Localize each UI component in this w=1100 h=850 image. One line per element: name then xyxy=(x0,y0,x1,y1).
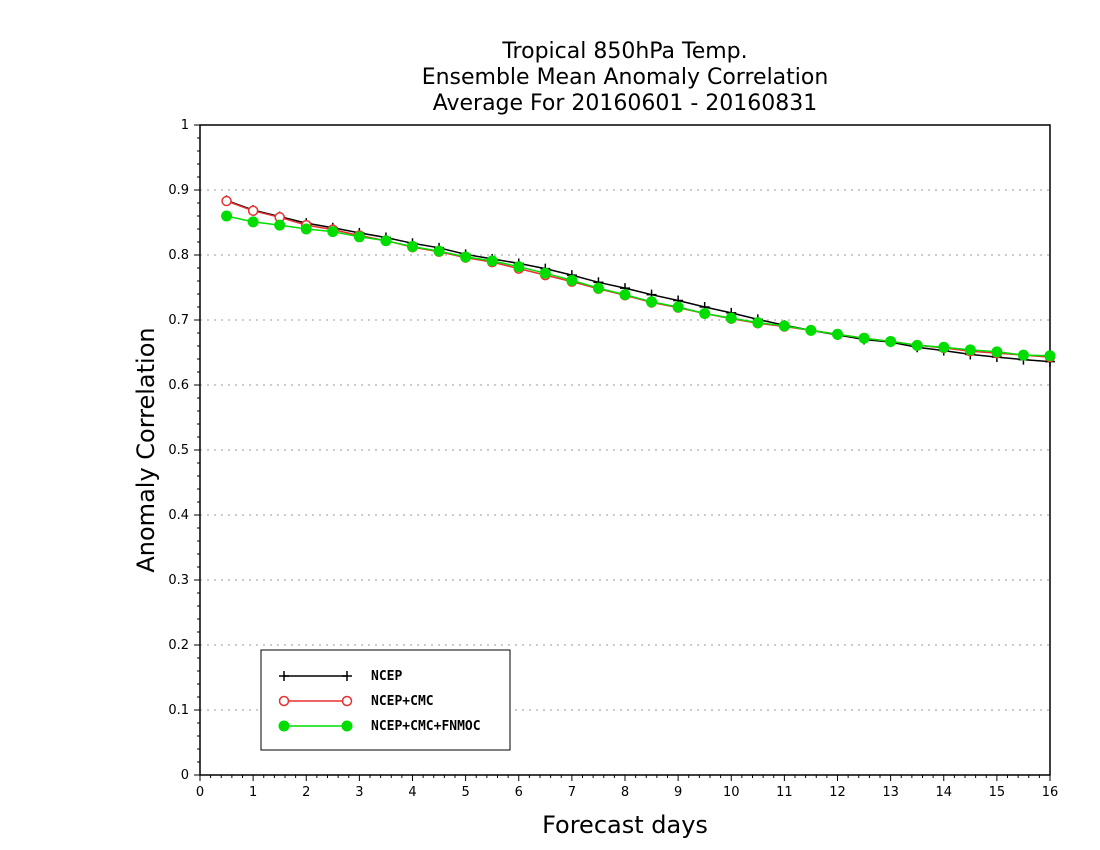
data-point xyxy=(805,324,817,336)
x-tick-label: 12 xyxy=(829,785,846,800)
chart-title: Tropical 850hPa Temp.Ensemble Mean Anoma… xyxy=(422,39,829,116)
data-point xyxy=(327,226,339,238)
x-tick-label: 10 xyxy=(723,785,740,800)
y-tick-label: 0.2 xyxy=(168,638,189,653)
data-point xyxy=(938,341,950,353)
y-tick-label: 0.9 xyxy=(168,183,189,198)
data-point xyxy=(539,267,551,279)
x-tick-label: 13 xyxy=(882,785,899,800)
series-ncep xyxy=(221,195,1055,367)
series-line xyxy=(226,199,1051,363)
data-point xyxy=(964,344,976,356)
legend-item: NCEP+CMC xyxy=(278,694,434,709)
x-tick-label: 16 xyxy=(1042,785,1059,800)
legend-label: NCEP xyxy=(371,669,402,684)
x-tick-label: 4 xyxy=(408,785,416,800)
legend-marker xyxy=(278,720,290,732)
data-point xyxy=(486,255,498,267)
data-point xyxy=(672,301,684,313)
title-line-2: Ensemble Mean Anomaly Correlation xyxy=(422,65,829,90)
data-point xyxy=(221,195,232,207)
x-tick-label: 5 xyxy=(461,785,469,800)
data-point xyxy=(353,231,365,243)
y-axis-label: Anomaly Correlation xyxy=(132,327,160,572)
data-point xyxy=(221,210,233,222)
data-point xyxy=(1017,349,1029,361)
data-point xyxy=(300,223,312,235)
x-tick-label: 6 xyxy=(515,785,523,800)
legend-marker xyxy=(342,671,352,681)
legend-marker xyxy=(341,695,353,707)
series-line xyxy=(226,215,1051,357)
x-axis-label: Forecast days xyxy=(542,811,708,839)
y-tick-label: 0.8 xyxy=(168,248,189,263)
data-point xyxy=(752,317,764,329)
legend-marker xyxy=(279,671,289,681)
data-point xyxy=(699,308,711,319)
legend-box xyxy=(260,649,511,751)
data-point xyxy=(885,335,897,347)
data-point xyxy=(433,245,445,257)
y-tick-label: 0.4 xyxy=(168,508,189,523)
legend: NCEP NCEP+CMC NCEP+CMC+FNMOC xyxy=(260,649,511,751)
data-point xyxy=(778,320,790,332)
data-point xyxy=(1044,350,1056,362)
data-point xyxy=(380,235,392,247)
legend-label: NCEP+CMC+FNMOC xyxy=(371,719,481,734)
data-point xyxy=(247,216,259,228)
x-tick-label: 9 xyxy=(674,785,682,800)
y-tick-label: 0 xyxy=(181,768,189,783)
series-ncep-cmc xyxy=(221,195,1056,363)
x-tick-label: 2 xyxy=(302,785,310,800)
legend-label: NCEP+CMC xyxy=(371,694,434,709)
x-tick-label: 8 xyxy=(621,785,629,800)
x-tick-label: 1 xyxy=(249,785,257,800)
data-point xyxy=(858,332,870,344)
x-tick-label: 14 xyxy=(935,785,952,800)
title-line-3: Average For 20160601 - 20160831 xyxy=(433,91,818,116)
data-point xyxy=(460,251,472,263)
y-tick-label: 0.7 xyxy=(168,313,189,328)
y-axis-ticks: 0 0.1 0.2 0.3 0.4 0.5 0.6 0.7 0.8 0.9 1 xyxy=(168,118,200,783)
data-point xyxy=(832,328,843,340)
x-tick-label: 7 xyxy=(568,785,576,800)
y-tick-label: 0.1 xyxy=(168,703,189,718)
series-line xyxy=(226,200,1051,358)
grid-lines xyxy=(200,189,1050,711)
x-tick-label: 3 xyxy=(355,785,363,800)
y-tick-label: 0.6 xyxy=(168,378,189,393)
data-point xyxy=(592,282,604,294)
series-ncep-cmc-fnmoc xyxy=(221,210,1056,362)
data-point xyxy=(407,241,418,253)
legend-marker xyxy=(341,720,353,732)
x-tick-label: 0 xyxy=(196,785,204,800)
y-tick-label: 0.5 xyxy=(168,443,189,458)
data-point xyxy=(274,219,286,231)
data-point xyxy=(991,346,1003,358)
data-point xyxy=(725,312,737,324)
x-tick-label: 11 xyxy=(776,785,793,800)
legend-item: NCEP+CMC+FNMOC xyxy=(278,719,481,734)
x-axis-ticks: 0 1 2 3 4 5 6 7 8 9 10 11 12 13 14 15 16 xyxy=(196,775,1058,800)
data-point xyxy=(513,261,525,273)
data-point xyxy=(646,296,658,308)
legend-marker xyxy=(278,695,290,707)
data-point xyxy=(247,205,259,217)
title-line-1: Tropical 850hPa Temp. xyxy=(501,39,747,64)
data-point xyxy=(911,339,923,351)
y-tick-label: 1 xyxy=(181,118,189,133)
x-tick-label: 15 xyxy=(989,785,1006,800)
legend-item: NCEP xyxy=(279,669,402,684)
data-point xyxy=(566,274,578,286)
data-series xyxy=(221,195,1056,367)
data-point xyxy=(619,289,631,301)
y-tick-label: 0.3 xyxy=(168,573,189,588)
